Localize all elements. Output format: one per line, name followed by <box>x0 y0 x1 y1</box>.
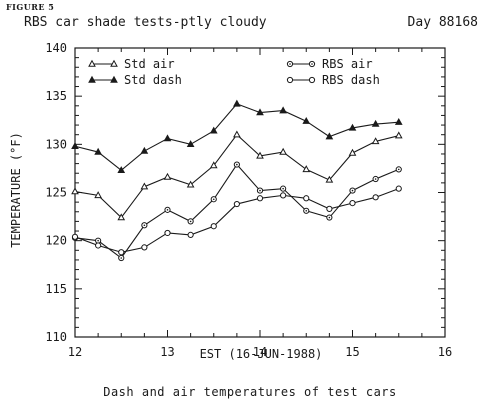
legend-label: Std air <box>124 57 175 71</box>
legend-marker <box>308 76 316 84</box>
legend: Std air Std dash RBS air RBS dash <box>88 57 380 87</box>
data-point <box>233 200 240 208</box>
data-point <box>140 146 149 154</box>
legend-label: RBS air <box>322 57 373 71</box>
data-point <box>141 244 148 251</box>
x-axis-label: EST (16-JUN-1988) <box>200 347 323 361</box>
data-point <box>279 106 287 114</box>
data-point-dot <box>305 210 308 212</box>
data-point <box>163 134 172 142</box>
legend-marker <box>88 59 96 67</box>
series-lines <box>71 99 403 262</box>
data-point <box>371 119 380 127</box>
chart-title: RBS car shade tests-ptly cloudy <box>24 15 267 30</box>
data-point <box>71 187 79 195</box>
y-tick-label: 140 <box>45 41 67 55</box>
series-rbs-dash <box>71 185 402 256</box>
data-point <box>394 117 403 125</box>
data-point <box>140 182 149 190</box>
data-point <box>348 148 357 156</box>
data-point <box>186 180 195 188</box>
data-point-dot <box>328 216 331 219</box>
axes: 12 13 14 15 16 110 115 120 125 130 135 140 <box>45 41 452 359</box>
x-tick-label: 13 <box>160 345 174 359</box>
data-point <box>325 175 334 183</box>
data-point-dot <box>120 257 123 259</box>
data-point <box>256 108 264 116</box>
data-point <box>280 192 287 199</box>
data-point <box>186 140 195 148</box>
day-label: Day 88168 <box>407 15 478 30</box>
data-point <box>303 195 310 202</box>
data-point <box>94 147 102 155</box>
data-point <box>233 130 241 138</box>
data-point <box>395 185 402 192</box>
series-line <box>74 188 399 253</box>
data-point <box>209 126 218 134</box>
data-point-dot <box>212 198 215 201</box>
y-tick-label: 120 <box>45 234 67 248</box>
legend-marker <box>110 59 118 67</box>
data-point-dot <box>282 187 284 190</box>
y-axis-label: TEMPERATURE (°F) <box>9 132 23 248</box>
data-point <box>349 199 356 207</box>
data-point <box>256 195 264 202</box>
legend-label: Std dash <box>124 73 182 87</box>
data-point-dot <box>166 209 169 211</box>
y-tick-label: 130 <box>45 137 67 151</box>
data-point <box>348 123 357 131</box>
legend-marker <box>110 75 118 83</box>
data-point-dot <box>143 224 146 227</box>
y-tick-label: 125 <box>45 186 67 200</box>
y-tick-label: 110 <box>45 330 67 344</box>
y-tick-label: 135 <box>45 89 67 103</box>
data-point <box>187 231 194 238</box>
data-point <box>164 229 171 237</box>
data-point <box>256 151 264 159</box>
data-point <box>71 142 79 149</box>
data-point <box>95 242 102 249</box>
data-point <box>302 165 311 173</box>
series-std-air <box>71 130 403 221</box>
data-point <box>94 191 102 199</box>
data-point <box>372 194 379 201</box>
data-point-dot <box>397 168 400 171</box>
data-point <box>210 223 217 230</box>
series-line <box>74 163 399 259</box>
data-point <box>209 161 218 169</box>
data-point <box>117 213 126 221</box>
data-point <box>302 116 311 124</box>
data-point <box>394 131 403 139</box>
figure-label: FIGURE 5 <box>6 2 55 12</box>
legend-marker <box>88 75 96 83</box>
data-point-dot <box>97 239 99 242</box>
legend-label: RBS dash <box>322 73 380 87</box>
data-point-dot <box>374 178 377 180</box>
x-tick-label: 14 <box>253 345 267 359</box>
x-tick-label: 16 <box>438 345 452 359</box>
data-point-dot <box>351 189 354 192</box>
data-point-dot <box>189 220 192 223</box>
x-tick-label: 12 <box>68 345 82 359</box>
series-std-dash <box>71 99 403 174</box>
data-point <box>325 132 334 140</box>
data-point <box>71 233 79 240</box>
x-tick-label: 15 <box>345 345 359 359</box>
data-point-dot <box>236 163 238 166</box>
data-point <box>233 99 241 107</box>
data-point <box>118 249 125 256</box>
data-point <box>279 147 287 155</box>
data-point-dot <box>259 189 261 192</box>
legend-marker <box>286 76 294 84</box>
data-point <box>117 166 126 174</box>
series-rbs-air <box>71 161 402 262</box>
data-point <box>371 137 380 145</box>
data-point <box>326 205 333 212</box>
y-tick-label: 115 <box>45 282 67 296</box>
figure-caption: Dash and air temperatures of test cars <box>103 385 397 399</box>
data-point <box>163 172 172 180</box>
legend-marker-dot <box>289 63 291 65</box>
legend-marker-dot <box>311 63 313 65</box>
